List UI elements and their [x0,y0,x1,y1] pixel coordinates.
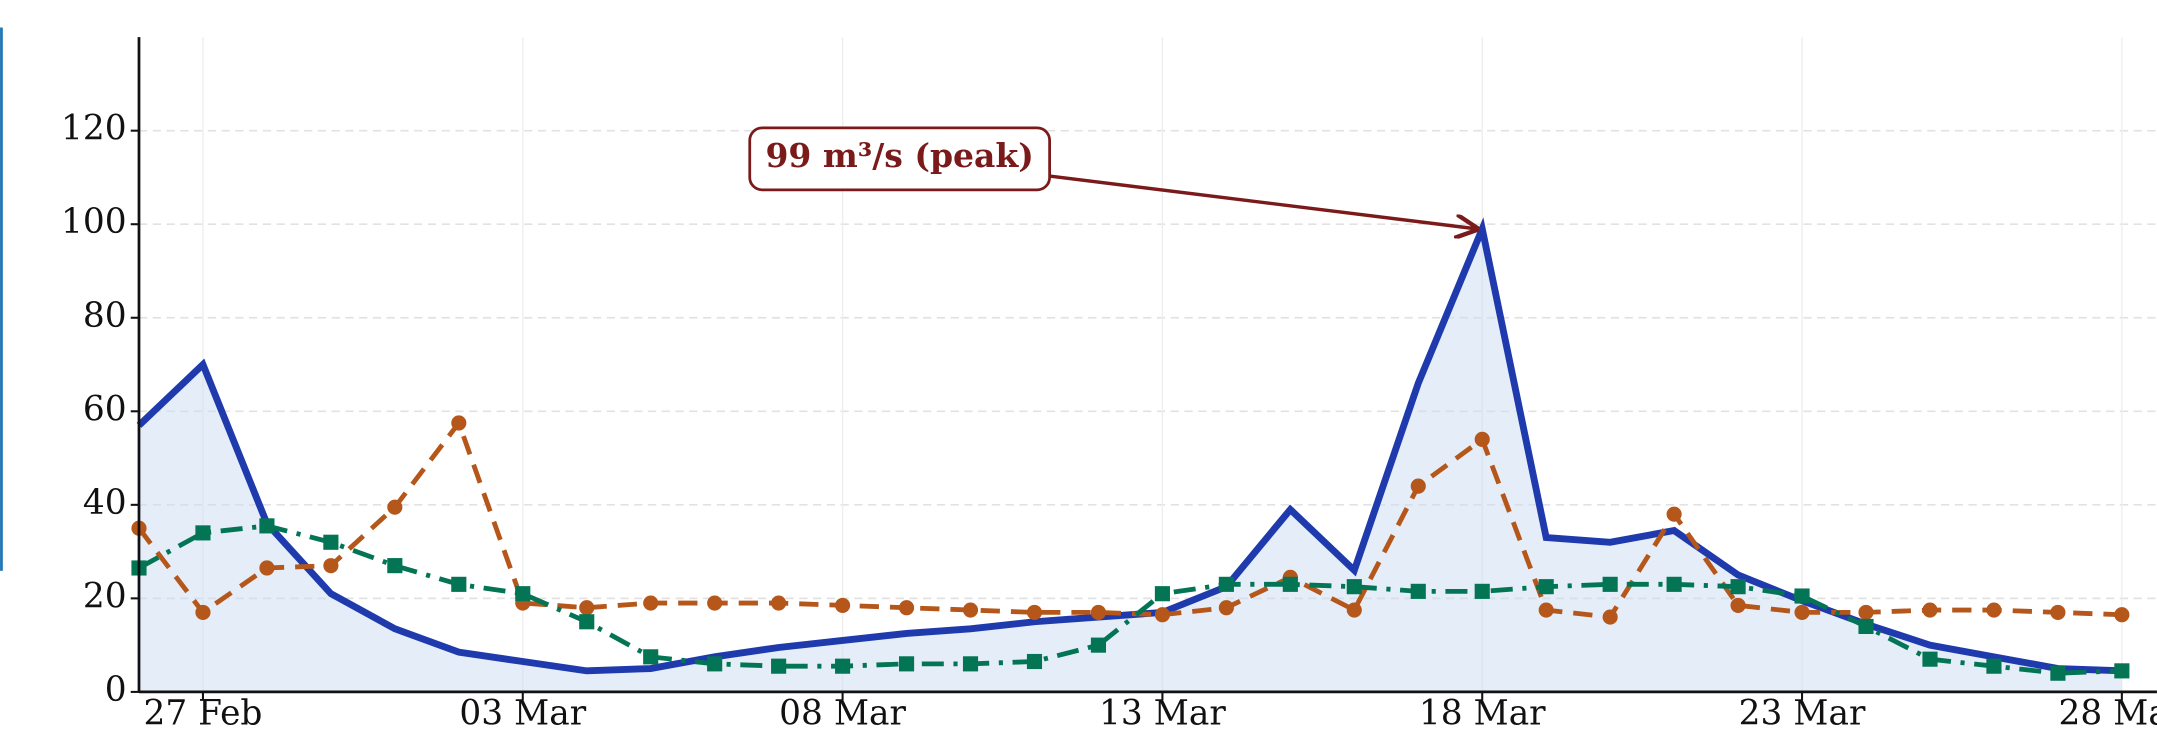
point [962,656,979,672]
point [643,649,659,665]
annotation-box [748,126,1051,192]
point [579,614,595,630]
point [1218,576,1234,592]
point [1026,653,1043,670]
y-tick-label: 60 [83,389,127,429]
point [898,656,915,672]
x-tick-label: 13 Mar [1099,693,1226,733]
point [1730,597,1746,613]
y-tick-label: 40 [83,483,127,523]
point [1986,602,2002,618]
point [1538,602,1554,618]
point [515,586,531,602]
point [771,595,787,611]
x-tick-label: 28 Mar [2058,693,2157,733]
point [1154,607,1170,623]
point [195,525,211,541]
x-tick-label: 27 Feb [143,693,262,733]
point [1730,579,1746,595]
point [1666,506,1682,522]
area [138,228,2122,692]
point [962,602,979,618]
point [387,499,403,515]
point [259,518,275,534]
point [1666,576,1682,592]
point [1794,604,1810,620]
point [835,597,851,613]
point [451,415,467,431]
grid [138,37,2157,693]
point [1282,576,1298,592]
axes: 0 20 40 60 80 100 120 27 Feb 03 Mar 08 Mar 13 Mar 1… [61,37,2157,733]
point [1794,588,1810,604]
point [1986,658,2002,674]
x-tick-label: 23 Mar [1739,693,1866,733]
point [835,658,851,674]
y-tick-label: 120 [61,109,127,149]
point [195,604,211,620]
plot [131,217,2130,692]
point [1538,579,1554,595]
point [1602,609,1618,625]
point [2114,607,2130,623]
y-tick-label: 100 [61,202,127,242]
series-line [137,417,2122,620]
annotation-text: 99 m³/s (peak) [765,136,1033,175]
point [451,576,467,592]
point [707,656,723,672]
point [1922,651,1938,667]
point [1026,604,1043,620]
point [1474,431,1490,447]
point [1410,583,1426,599]
point [771,658,787,674]
point [898,600,915,616]
y-tick-label: 0 [105,670,127,710]
annotation-arrow [1049,174,1477,229]
point [2114,663,2130,679]
point [1922,602,1938,618]
point [1154,586,1170,602]
y-tick-label: 80 [83,296,127,336]
point [1858,604,1874,620]
point [1346,579,1362,595]
point [323,534,339,550]
point [1090,637,1107,653]
point [259,560,275,576]
point [1858,618,1874,634]
point [1218,600,1234,616]
point [1474,583,1490,599]
point [1410,478,1426,494]
point [1602,576,1618,592]
x-tick-label: 18 Mar [1419,693,1546,733]
point [707,595,723,611]
point [323,558,339,574]
y-tick-label: 20 [83,576,127,616]
point [2050,665,2066,681]
point [1346,602,1362,618]
point [2050,604,2066,620]
x-tick-label: 08 Mar [779,693,906,733]
point [387,558,403,574]
series-line [136,217,2122,675]
point [1090,604,1107,620]
x-tick-label: 03 Mar [459,693,586,733]
point [643,595,659,611]
point [579,600,595,616]
side-bar [0,27,3,571]
